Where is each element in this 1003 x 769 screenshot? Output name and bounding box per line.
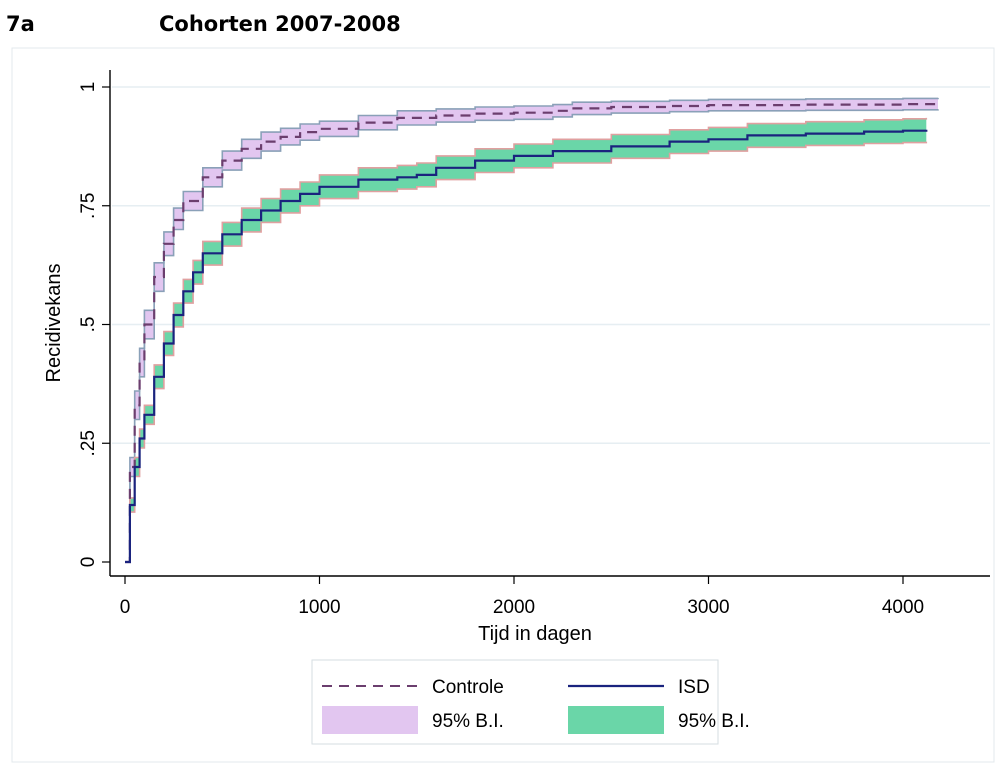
- x-tick-label-4: 4000: [882, 597, 924, 618]
- x-tick-label-1: 1000: [298, 597, 340, 618]
- x-axis-title: Tijd in dagen: [478, 623, 592, 645]
- legend-isd-ci-swatch: [568, 706, 664, 734]
- ci-upper-isd: [125, 117, 928, 563]
- series-line-isd: [125, 129, 928, 564]
- legend-controle-label: Controle: [432, 677, 504, 698]
- grid: [112, 86, 990, 444]
- tick-labels: 0 .25 .5 .75 1 0 1000 2000 3000 4000: [78, 82, 924, 618]
- y-tick-label-2: .5: [78, 317, 99, 333]
- y-tick-label-0: 0: [78, 557, 99, 568]
- legend-isd-label: ISD: [678, 677, 710, 698]
- legend-isd-ci-label: 95% B.I.: [678, 711, 750, 732]
- x-tick-label-3: 3000: [687, 597, 729, 618]
- y-axis-title: Recidivekans: [43, 264, 65, 383]
- legend-controle-ci-label: 95% B.I.: [432, 711, 504, 732]
- axes: [109, 70, 990, 577]
- ci-lower-controle: [125, 109, 939, 563]
- legend: Controle ISD 95% B.I. 95% B.I.: [311, 659, 750, 745]
- y-tick-label-3: .75: [78, 193, 99, 219]
- legend-controle-ci-swatch: [322, 706, 418, 734]
- x-tick-label-0: 0: [120, 597, 131, 618]
- x-tick-label-2: 2000: [493, 597, 535, 618]
- ci-lower-isd: [125, 141, 928, 563]
- figure-title: Cohorten 2007-2008: [159, 12, 401, 36]
- series-lines: [125, 103, 940, 564]
- y-tick-label-4: 1: [78, 82, 99, 93]
- y-tick-label-1: .25: [78, 430, 99, 456]
- figure-label: 7a: [6, 12, 35, 36]
